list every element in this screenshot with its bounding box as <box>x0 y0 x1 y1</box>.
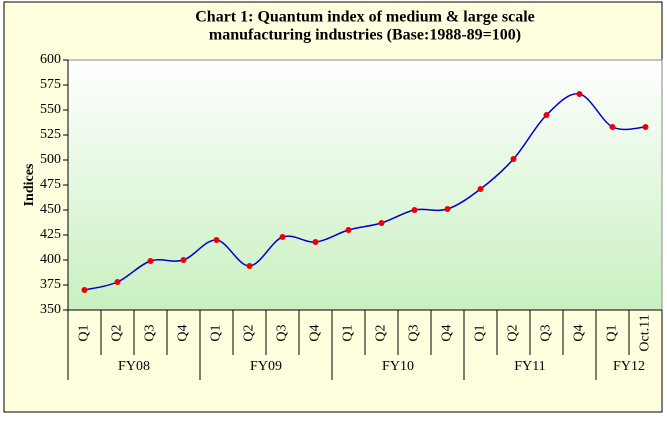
plot-area <box>67 59 663 311</box>
data-point <box>444 206 451 212</box>
data-point <box>279 234 286 240</box>
data-point <box>543 112 550 118</box>
x-tick-label: Q2 <box>110 324 125 341</box>
data-point <box>411 207 418 213</box>
group-label: FY09 <box>250 359 282 374</box>
x-tick-label: Q1 <box>473 324 488 341</box>
y-tick-label: 350 <box>40 302 61 317</box>
data-point <box>576 91 583 97</box>
x-tick-label: Q3 <box>407 324 422 341</box>
x-tick-label: Q1 <box>209 324 224 341</box>
y-tick-label: 575 <box>40 77 61 92</box>
x-tick-label: Oct.11 <box>638 314 653 351</box>
y-tick-label: 375 <box>40 277 61 292</box>
x-tick-label: Q1 <box>341 324 356 341</box>
data-point <box>345 227 352 233</box>
y-tick-label: 500 <box>40 152 61 167</box>
y-tick-label: 475 <box>40 177 61 192</box>
data-point <box>180 257 187 263</box>
x-tick-label: Q3 <box>275 324 290 341</box>
chart-title: manufacturing industries (Base:1988-89=1… <box>209 27 521 44</box>
x-tick-label: Q4 <box>308 324 323 341</box>
group-label: FY08 <box>118 359 150 374</box>
x-tick-label: Q3 <box>143 324 158 341</box>
y-tick-label: 425 <box>40 227 61 242</box>
y-tick-label: 550 <box>40 102 61 117</box>
chart-title: Chart 1: Quantum index of medium & large… <box>195 9 535 26</box>
data-point <box>246 263 253 269</box>
data-point <box>213 237 220 243</box>
x-tick-label: Q4 <box>572 324 587 341</box>
x-tick-label: Q4 <box>440 324 455 341</box>
x-tick-label: Q2 <box>506 324 521 341</box>
x-tick-label: Q2 <box>242 324 257 341</box>
data-point <box>378 220 385 226</box>
data-point <box>609 124 616 130</box>
data-point <box>510 156 517 162</box>
y-axis-label: Indices <box>22 163 37 206</box>
y-tick-label: 450 <box>40 202 61 217</box>
group-label: FY11 <box>514 359 545 374</box>
x-tick-label: Q3 <box>539 324 554 341</box>
data-point <box>312 239 319 245</box>
x-tick-label: Q1 <box>77 324 92 341</box>
group-label: FY10 <box>382 359 414 374</box>
y-tick-label: 525 <box>40 127 61 142</box>
data-point <box>642 124 649 130</box>
group-label: FY12 <box>613 359 645 374</box>
x-tick-label: Q1 <box>605 324 620 341</box>
data-point <box>114 279 121 285</box>
data-point <box>147 258 154 264</box>
data-point <box>81 287 88 293</box>
x-tick-label: Q4 <box>176 324 191 341</box>
x-tick-label: Q2 <box>374 324 389 341</box>
y-tick-label: 400 <box>40 252 61 267</box>
data-point <box>477 186 484 192</box>
y-tick-label: 600 <box>40 52 61 67</box>
